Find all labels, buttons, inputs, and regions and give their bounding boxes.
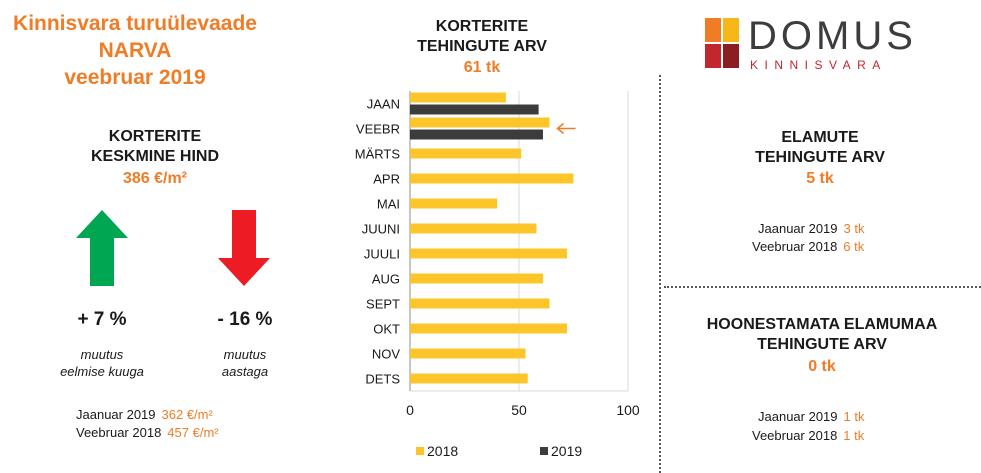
up-arrow-icon: [76, 210, 128, 286]
land-section: HOONESTAMATA ELAMUMAA TEHINGUTE ARV 0 tk: [672, 315, 972, 377]
category-label: OKT: [373, 322, 400, 337]
bar-2018: [410, 273, 543, 284]
price-history-row: Veebruar 2018 457 €/m²: [76, 424, 219, 441]
bar-2018: [410, 198, 498, 209]
houses-heading-1: ELAMUTE: [781, 129, 859, 146]
x-tick-label: 50: [511, 402, 527, 418]
price-history-value: 362 €/m²: [161, 407, 213, 422]
yearly-change-note: muutus aastaga: [175, 346, 315, 380]
bar-2018: [410, 92, 506, 103]
title-line-3: veebruar 2019: [64, 66, 206, 89]
yearly-change-value: - 16 %: [217, 309, 273, 330]
category-label: JAAN: [367, 97, 400, 112]
category-label: DETS: [365, 372, 400, 387]
land-history-row: Jaanuar 2019 1 tk: [758, 408, 864, 425]
houses-heading-2: TEHINGUTE ARV: [755, 149, 885, 166]
houses-history-label: Jaanuar 2019: [758, 221, 838, 236]
apartments-heading-1: KORTERITE: [435, 18, 529, 35]
x-tick-label: 0: [406, 402, 414, 418]
category-label: SEPT: [366, 297, 400, 312]
land-heading-2: TEHINGUTE ARV: [757, 336, 887, 353]
houses-history-row: Veebruar 2018 6 tk: [752, 238, 864, 255]
title-line-1: Kinnisvara turuülevaade: [13, 12, 257, 35]
category-label: MAI: [377, 197, 400, 212]
houses-history-row: Jaanuar 2019 3 tk: [758, 220, 864, 237]
avg-price-heading-2: KESKMINE HIND: [90, 148, 219, 165]
monthly-change-value: + 7 %: [77, 309, 127, 330]
bar-2018: [410, 223, 537, 234]
apartments-value: 61 tk: [463, 59, 501, 76]
domus-logo: DOMUS KINNISVARA: [693, 10, 981, 74]
left-arrow-icon: [556, 122, 576, 135]
land-history-label: Jaanuar 2019: [758, 409, 838, 424]
avg-price-heading-1: KORTERITE: [108, 128, 202, 145]
bar-2018: [410, 148, 522, 159]
category-label: AUG: [372, 272, 400, 287]
vertical-divider: [659, 75, 661, 473]
category-label: APR: [373, 172, 400, 187]
x-tick-label: 100: [616, 402, 640, 418]
land-history-value: 1 tk: [843, 428, 865, 443]
yearly-note-line-1: muutus: [223, 347, 267, 362]
bar-2018: [410, 173, 574, 184]
monthly-note-line-1: muutus: [80, 347, 124, 362]
avg-price-section: KORTERITE KESKMINE HIND 386 €/m²: [45, 127, 265, 189]
bar-2019: [410, 129, 543, 140]
price-history-value: 457 €/m²: [167, 425, 219, 440]
price-history-row: Jaanuar 2019 362 €/m²: [76, 406, 213, 423]
apartments-section: KORTERITE TEHINGUTE ARV 61 tk: [392, 17, 572, 78]
bar-2018: [410, 373, 528, 384]
bar-2018: [410, 298, 550, 309]
bar-2019: [410, 104, 539, 115]
land-history-row: Veebruar 2018 1 tk: [752, 427, 864, 444]
horizontal-divider: [664, 286, 981, 288]
houses-section: ELAMUTE TEHINGUTE ARV 5 tk: [700, 128, 940, 189]
monthly-change-note: muutus eelmise kuuga: [32, 346, 172, 380]
category-label: JUUNI: [362, 222, 400, 237]
monthly-note-line-2: eelmise kuuga: [60, 364, 144, 379]
apartments-bar-chart: 0 50 100 JAAN VEEBR MÄRTS APR MAI JUUNI JUULI AUG S…: [355, 91, 640, 459]
bar-2018: [410, 248, 567, 259]
avg-price-value: 386 €/m²: [122, 170, 188, 187]
houses-history-value: 6 tk: [843, 239, 865, 254]
price-history-label: Veebruar 2018: [76, 425, 162, 440]
category-label: VEEBR: [356, 122, 400, 137]
legend-swatch: [540, 447, 548, 455]
land-heading-1: HOONESTAMATA ELAMUMAA: [706, 316, 938, 333]
down-arrow-icon: [218, 210, 270, 286]
houses-history-value: 3 tk: [843, 221, 865, 236]
houses-value: 5 tk: [806, 170, 834, 187]
logo-subtitle: KINNISVARA: [750, 58, 887, 72]
land-history-value: 1 tk: [843, 409, 865, 424]
category-label: JUULI: [364, 247, 400, 262]
legend-swatch: [416, 447, 424, 455]
apartments-heading-2: TEHINGUTE ARV: [417, 38, 547, 55]
bar-2018: [410, 348, 526, 359]
land-value: 0 tk: [808, 358, 836, 375]
houses-history-label: Veebruar 2018: [752, 239, 838, 254]
bar-2018: [410, 117, 550, 128]
legend-label: 2019: [551, 443, 582, 459]
category-label: NOV: [372, 347, 401, 362]
price-history-label: Jaanuar 2019: [76, 407, 156, 422]
logo-name: DOMUS: [748, 14, 917, 58]
legend-label: 2018: [427, 443, 458, 459]
logo-mark-icon: [705, 18, 739, 68]
bar-2018: [410, 323, 567, 334]
title-line-2: NARVA: [98, 39, 172, 62]
land-history-label: Veebruar 2018: [752, 428, 838, 443]
yearly-note-line-2: aastaga: [221, 364, 269, 379]
report-title: Kinnisvara turuülevaade NARVA veebruar 2…: [0, 10, 270, 91]
category-label: MÄRTS: [355, 147, 401, 162]
